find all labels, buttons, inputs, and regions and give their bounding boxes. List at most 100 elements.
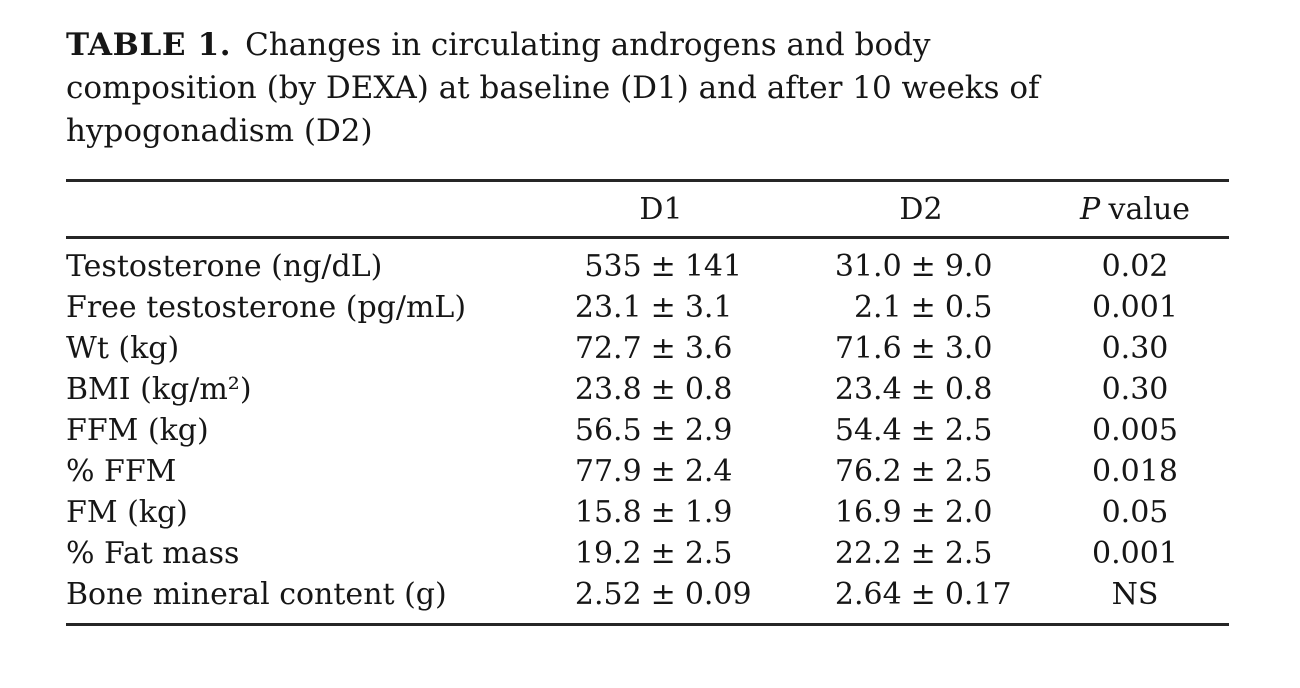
sd-value: 2.9: [684, 413, 733, 448]
d2-value: 2.64 ±0.17: [801, 574, 1041, 625]
mean-value: 71.6: [834, 331, 902, 366]
plus-minus-symbol: ±: [650, 413, 676, 448]
d2-value: 71.6 ±3.0: [801, 328, 1041, 369]
table-caption: TABLE 1. Changes in circulating androgens…: [66, 24, 1181, 153]
plus-minus-symbol: ±: [650, 290, 676, 325]
mean-value: 2.1: [853, 290, 902, 325]
column-header-rowlabel: [66, 180, 521, 239]
table-row: % Fat mass 19.2 ±2.5 22.2 ±2.5 0.001: [66, 533, 1229, 574]
d1-value: 77.9 ±2.4: [521, 451, 801, 492]
row-label: % FFM: [66, 454, 177, 489]
p-italic-letter: P: [1079, 191, 1101, 227]
sd-value: 0.8: [684, 372, 733, 407]
row-label: Free testosterone (pg/mL): [66, 290, 467, 325]
mean-value: 23.4: [834, 372, 902, 407]
table-row: FM (kg) 15.8 ±1.9 16.9 ±2.0 0.05: [66, 492, 1229, 533]
p-value: 0.30: [1101, 331, 1169, 366]
plus-minus-symbol: ±: [650, 495, 676, 530]
plus-minus-symbol: ±: [650, 331, 676, 366]
caption-line-2: composition (by DEXA) at baseline (D1) a…: [66, 70, 1040, 106]
d1-value: 15.8 ±1.9: [521, 492, 801, 533]
mean-value: 23.1: [574, 290, 642, 325]
row-label: BMI (kg/m²): [66, 372, 252, 407]
sd-value: 0.5: [944, 290, 993, 325]
d1-value: 72.7 ±3.6: [521, 328, 801, 369]
plus-minus-symbol: ±: [910, 372, 936, 407]
d2-value: 76.2 ±2.5: [801, 451, 1041, 492]
d1-value: 56.5 ±2.9: [521, 410, 801, 451]
table-row: FFM (kg) 56.5 ±2.9 54.4 ±2.5 0.005: [66, 410, 1229, 451]
d1-value: 23.8 ±0.8: [521, 369, 801, 410]
p-value: 0.30: [1101, 372, 1169, 407]
mean-value: 22.2: [834, 536, 902, 571]
mean-value: 19.2: [574, 536, 642, 571]
p-value: NS: [1111, 577, 1159, 612]
column-header-d1: D1: [521, 180, 801, 239]
mean-value: 15.8: [574, 495, 642, 530]
d2-value: 22.2 ±2.5: [801, 533, 1041, 574]
plus-minus-symbol: ±: [650, 372, 676, 407]
mean-value: 23.8: [574, 372, 642, 407]
table-row: BMI (kg/m²) 23.8 ±0.8 23.4 ±0.8 0.30: [66, 369, 1229, 410]
table-row: Free testosterone (pg/mL) 23.1 ±3.1 2.1 ±0.5…: [66, 287, 1229, 328]
sd-value: 141: [684, 249, 743, 284]
d1-value: 23.1 ±3.1: [521, 287, 801, 328]
d2-value: 23.4 ±0.8: [801, 369, 1041, 410]
row-label: Testosterone (ng/dL): [66, 249, 383, 284]
sd-value: 2.4: [684, 454, 733, 489]
sd-value: 3.0: [944, 331, 993, 366]
sd-value: 0.09: [684, 577, 752, 612]
row-label: % Fat mass: [66, 536, 240, 571]
p-value: 0.001: [1092, 290, 1178, 325]
mean-value: 72.7: [574, 331, 642, 366]
table-row: Wt (kg) 72.7 ±3.6 71.6 ±3.0 0.30: [66, 328, 1229, 369]
sd-value: 1.9: [684, 495, 733, 530]
plus-minus-symbol: ±: [650, 454, 676, 489]
caption-text-1: Changes in circulating androgens and bod…: [245, 27, 931, 63]
sd-value: 2.5: [684, 536, 733, 571]
mean-value: 2.64: [834, 577, 902, 612]
document-page: TABLE 1. Changes in circulating androgens…: [66, 24, 1229, 626]
plus-minus-symbol: ±: [910, 577, 936, 612]
d1-value: 535 ±141: [521, 238, 801, 288]
d2-value: 31.0 ±9.0: [801, 238, 1041, 288]
sd-value: 2.5: [944, 454, 993, 489]
row-label: FM (kg): [66, 495, 188, 530]
plus-minus-symbol: ±: [910, 331, 936, 366]
sd-value: 2.5: [944, 536, 993, 571]
d2-value: 2.1 ±0.5: [801, 287, 1041, 328]
mean-value: 31.0: [834, 249, 902, 284]
caption-table-number: TABLE 1.: [66, 27, 232, 63]
table-row: % FFM 77.9 ±2.4 76.2 ±2.5 0.018: [66, 451, 1229, 492]
plus-minus-symbol: ±: [650, 577, 676, 612]
mean-value: 76.2: [834, 454, 902, 489]
mean-value: 77.9: [574, 454, 642, 489]
plus-minus-symbol: ±: [910, 495, 936, 530]
d2-value: 54.4 ±2.5: [801, 410, 1041, 451]
p-value: 0.018: [1092, 454, 1178, 489]
plus-minus-symbol: ±: [650, 536, 676, 571]
sd-value: 3.1: [684, 290, 733, 325]
caption-line-3: hypogonadism (D2): [66, 113, 373, 149]
mean-value: 2.52: [574, 577, 642, 612]
mean-value: 56.5: [574, 413, 642, 448]
p-value: 0.005: [1092, 413, 1178, 448]
plus-minus-symbol: ±: [650, 249, 676, 284]
mean-value: 54.4: [834, 413, 902, 448]
d2-value: 16.9 ±2.0: [801, 492, 1041, 533]
p-value: 0.05: [1101, 495, 1169, 530]
plus-minus-symbol: ±: [910, 536, 936, 571]
row-label: Wt (kg): [66, 331, 180, 366]
plus-minus-symbol: ±: [910, 290, 936, 325]
p-value-word: value: [1108, 191, 1191, 227]
d1-value: 19.2 ±2.5: [521, 533, 801, 574]
table-body: Testosterone (ng/dL) 535 ±141 31.0 ±9.0 0.02 F…: [66, 238, 1229, 625]
table-row: Bone mineral content (g) 2.52 ±0.09 2.64 ±0.…: [66, 574, 1229, 625]
sd-value: 9.0: [944, 249, 993, 284]
plus-minus-symbol: ±: [910, 454, 936, 489]
plus-minus-symbol: ±: [910, 249, 936, 284]
